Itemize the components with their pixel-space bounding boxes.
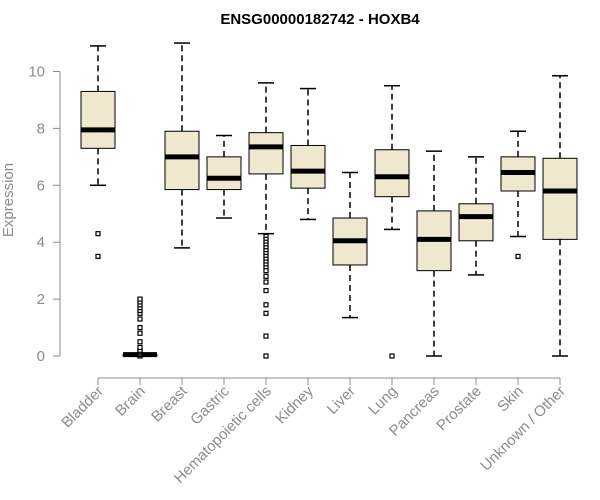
box-rect xyxy=(80,90,116,149)
box-group xyxy=(206,134,242,219)
x-tick-label: Liver xyxy=(324,383,359,418)
y-axis-label: Expression xyxy=(0,163,17,237)
box-group xyxy=(80,45,116,260)
outlier-point xyxy=(95,253,101,260)
outlier-point xyxy=(137,316,143,322)
box-rect xyxy=(206,156,242,191)
x-tick-label: Prostate xyxy=(433,383,485,435)
outlier-point xyxy=(137,324,143,331)
outlier-point xyxy=(137,330,143,336)
x-tick-label: Bladder xyxy=(58,383,107,432)
outlier-point xyxy=(137,344,143,351)
x-tick-label: Lung xyxy=(365,383,401,419)
outlier-point xyxy=(137,296,143,302)
y-tick-label: 10 xyxy=(28,64,45,81)
y-tick-label: 4 xyxy=(37,234,45,251)
box-rect xyxy=(374,149,410,198)
y-tick-label: 6 xyxy=(37,177,45,194)
outlier-point xyxy=(263,333,269,339)
x-tick-label: Breast xyxy=(148,382,191,425)
box-group xyxy=(500,130,536,260)
outlier-point xyxy=(137,339,143,345)
x-tick-label: Kidney xyxy=(272,382,317,427)
y-tick-label: 0 xyxy=(37,348,45,365)
x-tick-label: Skin xyxy=(494,383,527,416)
outlier-point xyxy=(95,231,101,237)
y-tick-label: 8 xyxy=(37,120,45,137)
outlier-point xyxy=(263,287,269,294)
boxes xyxy=(80,42,578,359)
outlier-point xyxy=(263,268,269,274)
box-group xyxy=(290,87,326,221)
outlier-point xyxy=(263,273,269,279)
outlier-point xyxy=(263,279,269,285)
outlier-point xyxy=(515,253,521,260)
box-group xyxy=(542,75,578,357)
box-rect xyxy=(290,144,326,189)
box-group xyxy=(416,150,452,357)
box-group xyxy=(122,296,158,359)
box-group xyxy=(332,171,368,319)
box-group xyxy=(164,42,200,249)
box-rect xyxy=(542,157,578,240)
box-rect xyxy=(458,203,494,242)
box-rect xyxy=(164,130,200,191)
box-group xyxy=(458,156,494,276)
x-tick-label: Brain xyxy=(112,383,149,420)
y-tick-label: 2 xyxy=(37,291,45,308)
box-rect xyxy=(248,132,284,175)
box-group xyxy=(248,82,284,359)
outlier-point xyxy=(263,310,269,316)
box-group xyxy=(374,84,410,359)
outlier-point xyxy=(263,302,269,308)
outlier-point xyxy=(263,353,269,359)
chart-title: ENSG00000182742 - HOXB4 xyxy=(220,11,420,28)
outlier-point xyxy=(389,353,395,359)
